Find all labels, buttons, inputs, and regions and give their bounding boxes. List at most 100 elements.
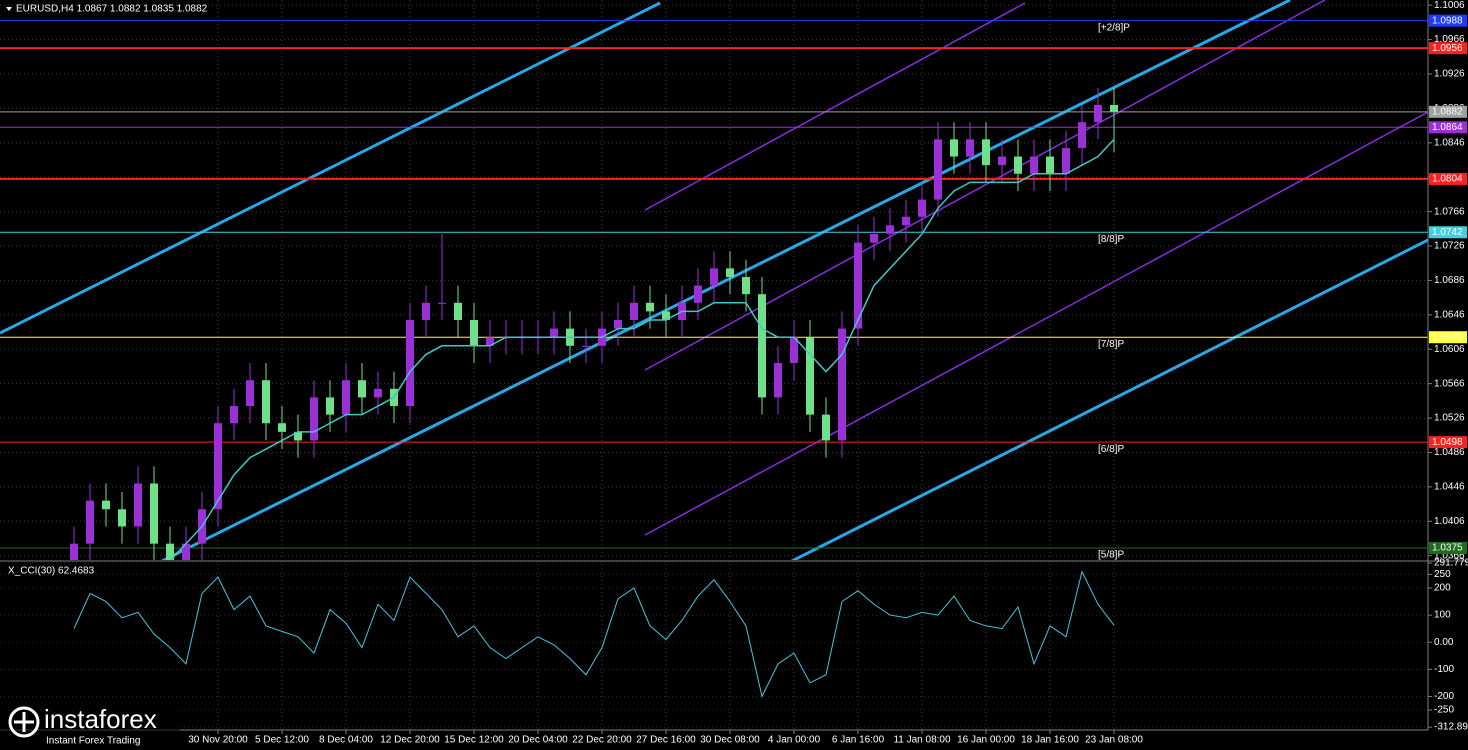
candle-body [214,423,222,510]
candle-body [294,431,302,441]
y-tick-label: 1.1006 [1434,0,1465,11]
x-tick-label: 11 Jan 08:00 [893,735,951,746]
candle-body [614,320,622,329]
y-tick-label: -100 [1434,664,1454,675]
x-tick-label: 30 Dec 08:00 [700,735,760,746]
y-tick-label: 1.0846 [1434,137,1465,148]
level-label-box [1429,105,1467,118]
candle-body [374,388,382,398]
candle-body [966,139,974,157]
candle-body [854,242,862,329]
candle-body [1094,104,1102,123]
y-tick-label: 1.0646 [1434,309,1465,320]
candle-body [166,543,174,560]
x-tick-label: 8 Dec 04:00 [319,735,373,746]
cci-title: X_CCI(30) 62.4683 [8,566,95,577]
candle-body [102,500,110,510]
watermark-tagline: Instant Forex Trading [46,736,141,747]
candle-body [758,294,766,398]
channels [0,0,1428,560]
level-label: 1.0956 [1432,43,1463,54]
candle-body [1062,147,1070,174]
candle-body [886,225,894,234]
level-label-box [1429,226,1467,239]
candle-body [86,500,94,544]
level-label-box [1429,541,1467,554]
murrey-label: [6/8]P [1098,444,1124,455]
x-tick-label: 22 Dec 20:00 [572,735,632,746]
channel-line [160,0,1291,560]
candle-body [134,483,142,527]
y-tick-label: 100 [1434,610,1451,621]
candle-body [646,302,654,312]
candle-body [902,216,910,226]
y-tick-label: 1.0966 [1434,34,1465,45]
y-tick-label: 1.0526 [1434,413,1465,424]
x-tick-label: 27 Dec 16:00 [636,735,696,746]
candle-body [1078,122,1086,148]
y-tick-label: 1.0726 [1434,241,1465,252]
candle-body [438,302,446,304]
candle-body [790,337,798,364]
level-label: 1.0498 [1432,437,1463,448]
y-tick-label: 291.7799 [1434,558,1468,569]
candle-body [342,380,350,415]
candle-body [310,397,318,441]
candle-body [150,483,158,544]
y-tick-label: 1.0686 [1434,275,1465,286]
y-tick-label: 1.0566 [1434,378,1465,389]
candle-body [470,320,478,346]
level-label: 1.0375 [1432,543,1463,554]
axes: 1.10061.09661.09261.08861.08461.08061.07… [188,0,1468,746]
candle-body [182,543,190,560]
y-tick-label: 250 [1434,569,1451,580]
candle-body [70,543,78,560]
level-label: 1.0988 [1432,15,1463,26]
candle-body [230,406,238,424]
y-tick-label: 1.0406 [1434,516,1465,527]
candle-body [710,268,718,286]
candle-body [950,139,958,157]
candle-body [422,302,430,320]
level-label: 1.0742 [1432,227,1463,238]
candle-body [918,199,926,217]
x-tick-label: 18 Jan 16:00 [1021,735,1079,746]
level-label: 1.0864 [1432,122,1463,133]
candle-body [742,276,750,295]
level-label-box [1429,121,1467,134]
candle-body [278,423,286,432]
y-tick-label: 1.0766 [1434,206,1465,217]
candle-body [630,302,638,320]
y-tick-label: 1.0446 [1434,482,1465,493]
regression-line [644,111,1428,536]
x-tick-label: 12 Dec 20:00 [380,735,440,746]
candle-body [550,328,558,338]
candle-body [1014,156,1022,174]
x-tick-label: 6 Jan 16:00 [832,735,885,746]
candle-body [1046,156,1054,174]
candle-body [694,285,702,303]
candle-body [822,414,830,441]
y-tick-label: -312.898 [1434,722,1468,733]
candle-body [870,233,878,243]
candle-body [582,345,590,347]
cci-line [73,570,1115,698]
candle-body [982,139,990,166]
candle-body [262,380,270,424]
candle-body [934,139,942,200]
x-tick-label: 16 Jan 00:00 [957,735,1015,746]
watermark-brand: instaforex [44,704,157,734]
candle-body [726,268,734,277]
x-tick-label: 5 Dec 12:00 [255,735,309,746]
x-tick-label: 23 Jan 08:00 [1085,735,1143,746]
candle-body [838,328,846,441]
channel-line [790,238,1428,560]
candle-body [774,363,782,398]
level-label: 1.0882 [1432,106,1463,117]
y-tick-label: 1.0486 [1434,447,1465,458]
candle-body [406,320,414,407]
candle-body [454,302,462,320]
